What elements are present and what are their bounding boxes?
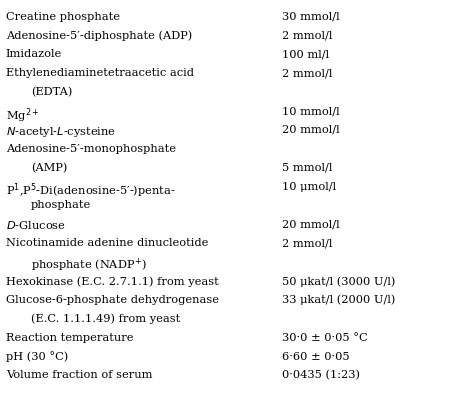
Text: 10 μmol/l: 10 μmol/l xyxy=(282,182,336,192)
Text: $D$-Glucose: $D$-Glucose xyxy=(6,219,65,231)
Text: 20 mmol/l: 20 mmol/l xyxy=(282,219,340,229)
Text: Reaction temperature: Reaction temperature xyxy=(6,333,133,343)
Text: $N$-acetyl-$L$-cysteine: $N$-acetyl-$L$-cysteine xyxy=(6,125,116,139)
Text: Mg$^{2+}$: Mg$^{2+}$ xyxy=(6,106,39,124)
Text: (E.C. 1.1.1.49) from yeast: (E.C. 1.1.1.49) from yeast xyxy=(31,314,180,324)
Text: 100 ml/l: 100 ml/l xyxy=(282,49,329,59)
Text: Adenosine-5′-monophosphate: Adenosine-5′-monophosphate xyxy=(6,144,176,154)
Text: Glucose-6-phosphate dehydrogenase: Glucose-6-phosphate dehydrogenase xyxy=(6,295,219,305)
Text: 5 mmol/l: 5 mmol/l xyxy=(282,163,332,173)
Text: (EDTA): (EDTA) xyxy=(31,87,72,98)
Text: phosphate: phosphate xyxy=(31,200,91,210)
Text: Adenosine-5′-diphosphate (ADP): Adenosine-5′-diphosphate (ADP) xyxy=(6,30,192,41)
Text: Imidazole: Imidazole xyxy=(6,49,62,59)
Text: 0·0435 (1:23): 0·0435 (1:23) xyxy=(282,370,360,381)
Text: 33 μkat/l (2000 U/l): 33 μkat/l (2000 U/l) xyxy=(282,295,395,305)
Text: 30·0 ± 0·05 °C: 30·0 ± 0·05 °C xyxy=(282,333,368,343)
Text: phosphate (NADP$^{+}$): phosphate (NADP$^{+}$) xyxy=(31,257,146,274)
Text: Volume fraction of serum: Volume fraction of serum xyxy=(6,370,152,381)
Text: Nicotinamide adenine dinucleotide: Nicotinamide adenine dinucleotide xyxy=(6,238,208,248)
Text: 2 mmol/l: 2 mmol/l xyxy=(282,68,332,78)
Text: 20 mmol/l: 20 mmol/l xyxy=(282,125,340,135)
Text: 50 μkat/l (3000 U/l): 50 μkat/l (3000 U/l) xyxy=(282,276,395,286)
Text: 2 mmol/l: 2 mmol/l xyxy=(282,30,332,41)
Text: 30 mmol/l: 30 mmol/l xyxy=(282,12,340,22)
Text: 6·60 ± 0·05: 6·60 ± 0·05 xyxy=(282,352,350,361)
Text: Hexokinase (E.C. 2.7.1.1) from yeast: Hexokinase (E.C. 2.7.1.1) from yeast xyxy=(6,276,219,286)
Text: 10 mmol/l: 10 mmol/l xyxy=(282,106,340,116)
Text: pH (30 °C): pH (30 °C) xyxy=(6,352,68,362)
Text: Creatine phosphate: Creatine phosphate xyxy=(6,12,120,22)
Text: (AMP): (AMP) xyxy=(31,163,67,173)
Text: P$^{1}$,P$^{5}$-Di(adenosine-5′-)penta-: P$^{1}$,P$^{5}$-Di(adenosine-5′-)penta- xyxy=(6,182,175,200)
Text: 2 mmol/l: 2 mmol/l xyxy=(282,238,332,248)
Text: Ethylenediaminetetraacetic acid: Ethylenediaminetetraacetic acid xyxy=(6,68,194,78)
